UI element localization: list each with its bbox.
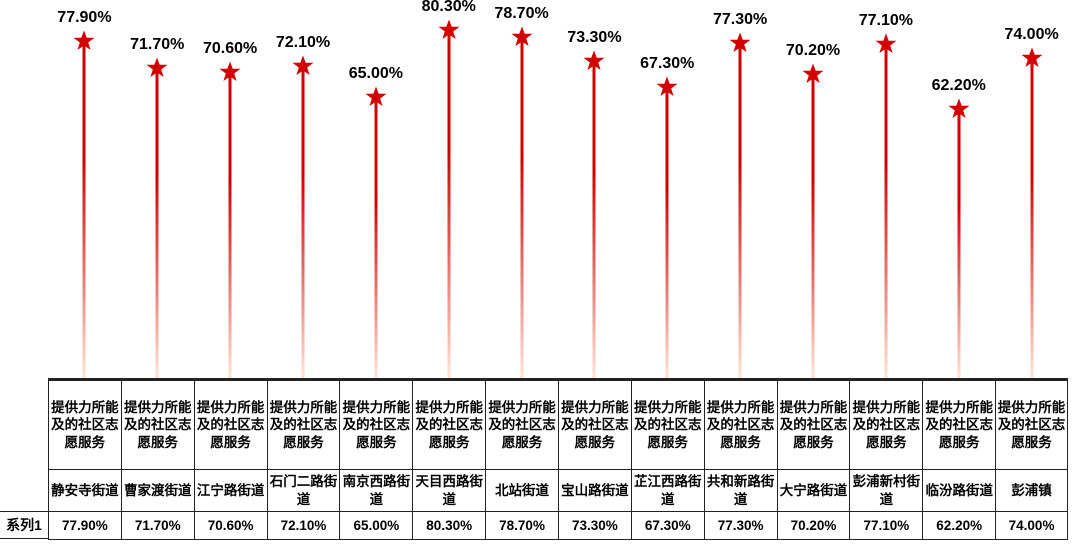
category-label: 提供力所能及的社区志愿服务 [268,381,340,470]
stem [666,87,669,378]
series-value: 72.10% [268,512,340,540]
axis-column: 提供力所能及的社区志愿服务大宁路街道70.20% [777,380,850,540]
street-label: 彭浦新村街道 [850,470,922,512]
series-value: 65.00% [340,512,412,540]
category-label: 提供力所能及的社区志愿服务 [559,381,631,470]
axis-column: 提供力所能及的社区志愿服务芷江西路街道67.30% [631,380,704,540]
stem [739,43,742,378]
stem [811,74,814,378]
stem [156,68,159,378]
axis-column: 提供力所能及的社区志愿服务南京西路街道65.00% [339,380,412,540]
category-label: 提供力所能及的社区志愿服务 [486,381,558,470]
series-value: 70.20% [778,512,850,540]
street-label: 共和新路街道 [705,470,777,512]
value-label: 70.20% [786,42,840,60]
value-label: 77.90% [57,9,111,27]
stem [301,66,304,378]
stem [447,30,450,378]
value-label: 80.30% [422,0,476,16]
axis-column: 提供力所能及的社区志愿服务临汾路街道62.20% [922,380,995,540]
stem [520,37,523,378]
street-label: 北站街道 [486,470,558,512]
value-label: 78.70% [494,5,548,23]
series-value: 80.30% [413,512,485,540]
street-label: 曹家渡街道 [122,470,194,512]
category-label: 提供力所能及的社区志愿服务 [850,381,922,470]
street-label: 宝山路街道 [559,470,631,512]
value-label: 77.10% [859,12,913,30]
series-value: 67.30% [632,512,704,540]
value-label: 70.60% [203,40,257,58]
axis-column: 提供力所能及的社区志愿服务静安寺街道77.90% [48,380,121,540]
street-label: 南京西路街道 [340,470,412,512]
axis-column: 提供力所能及的社区志愿服务北站街道78.70% [485,380,558,540]
street-label: 石门二路街道 [268,470,340,512]
series-label: 系列1 [0,511,48,539]
axis-column: 提供力所能及的社区志愿服务彭浦新村街道77.10% [849,380,922,540]
value-label: 72.10% [276,34,330,52]
axis-column: 提供力所能及的社区志愿服务共和新路街道77.30% [704,380,777,540]
value-label: 71.70% [130,36,184,54]
series-value: 70.60% [195,512,267,540]
category-label: 提供力所能及的社区志愿服务 [413,381,485,470]
value-label: 67.30% [640,55,694,73]
series-value: 73.30% [559,512,631,540]
plot-area: 77.90%71.70%70.60%72.10%65.00%80.30%78.7… [48,10,1068,378]
category-label: 提供力所能及的社区志愿服务 [195,381,267,470]
stem [229,72,232,378]
axis-column: 提供力所能及的社区志愿服务曹家渡街道71.70% [121,380,194,540]
axis-column: 提供力所能及的社区志愿服务宝山路街道73.30% [558,380,631,540]
street-label: 江宁路街道 [195,470,267,512]
stem [374,97,377,378]
stem [957,109,960,378]
category-label: 提供力所能及的社区志愿服务 [923,381,995,470]
axis-column: 提供力所能及的社区志愿服务彭浦镇74.00% [995,380,1068,540]
street-label: 彭浦镇 [996,470,1067,512]
category-label: 提供力所能及的社区志愿服务 [49,381,121,470]
stem [83,41,86,378]
stem [593,61,596,378]
series-value: 71.70% [122,512,194,540]
category-label: 提供力所能及的社区志愿服务 [340,381,412,470]
axis-column: 提供力所能及的社区志愿服务天目西路街道80.30% [412,380,485,540]
axis-column: 提供力所能及的社区志愿服务江宁路街道70.60% [194,380,267,540]
street-label: 静安寺街道 [49,470,121,512]
axis-column: 提供力所能及的社区志愿服务石门二路街道72.10% [267,380,340,540]
stem [884,44,887,378]
value-label: 62.20% [932,77,986,95]
street-label: 天目西路街道 [413,470,485,512]
category-label: 提供力所能及的社区志愿服务 [705,381,777,470]
series-value: 77.30% [705,512,777,540]
series-value: 62.20% [923,512,995,540]
series-value: 78.70% [486,512,558,540]
value-label: 77.30% [713,11,767,29]
stem [1030,58,1033,378]
category-label: 提供力所能及的社区志愿服务 [122,381,194,470]
series-value: 77.10% [850,512,922,540]
category-label: 提供力所能及的社区志愿服务 [632,381,704,470]
street-label: 芷江西路街道 [632,470,704,512]
street-label: 临汾路街道 [923,470,995,512]
category-label: 提供力所能及的社区志愿服务 [778,381,850,470]
chart-container: 77.90%71.70%70.60%72.10%65.00%80.30%78.7… [0,0,1080,558]
value-label: 73.30% [567,29,621,47]
value-label: 65.00% [349,65,403,83]
series-value: 77.90% [49,512,121,540]
street-label: 大宁路街道 [778,470,850,512]
series-value: 74.00% [996,512,1067,540]
value-label: 74.00% [1004,26,1058,44]
category-label: 提供力所能及的社区志愿服务 [996,381,1067,470]
